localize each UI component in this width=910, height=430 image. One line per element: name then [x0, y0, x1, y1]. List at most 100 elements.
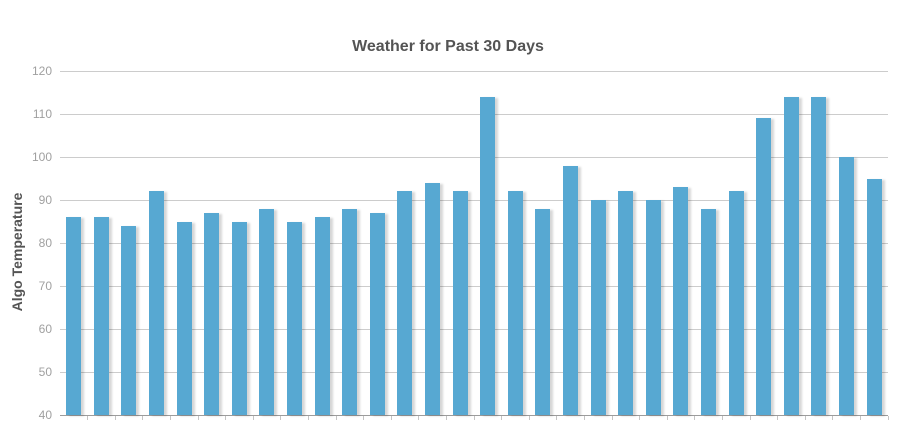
x-tick: [445, 416, 447, 420]
bar-cell: [281, 71, 309, 415]
x-tick: [749, 416, 751, 420]
bar: [204, 212, 220, 415]
bar: [452, 191, 468, 415]
gridline: [60, 114, 888, 115]
gridline: [60, 329, 888, 330]
bar-cell: [612, 71, 640, 415]
bar-cell: [805, 71, 833, 415]
bar: [811, 96, 827, 415]
x-tick: [114, 416, 116, 420]
x-tick: [777, 416, 779, 420]
x-tick: [197, 416, 199, 420]
bar: [231, 221, 247, 415]
bar-cell: [557, 71, 585, 415]
bar: [618, 191, 634, 415]
bar-cell: [115, 71, 143, 415]
bar-cell: [750, 71, 778, 415]
bars-container: [60, 71, 888, 415]
bar: [149, 191, 165, 415]
bar-cell: [584, 71, 612, 415]
bar: [259, 208, 275, 415]
x-tick: [501, 416, 503, 420]
bar-cell: [529, 71, 557, 415]
bar: [66, 217, 82, 415]
bar-cell: [419, 71, 447, 415]
gridline: [60, 243, 888, 244]
x-tick: [390, 416, 392, 420]
y-tick-label: 60: [38, 322, 52, 336]
gridline: [60, 200, 888, 201]
x-tick: [418, 416, 420, 420]
x-tick: [225, 416, 227, 420]
bar-cell: [722, 71, 750, 415]
bar: [121, 225, 137, 415]
x-tick: [583, 416, 585, 420]
x-tick: [142, 416, 144, 420]
y-tick-label: 50: [38, 365, 52, 379]
bar: [425, 182, 441, 415]
x-tick: [87, 416, 89, 420]
y-tick-label: 70: [38, 279, 52, 293]
bar-cell: [474, 71, 502, 415]
bar: [397, 191, 413, 415]
bar-cell: [308, 71, 336, 415]
x-tick: [252, 416, 254, 420]
y-tick-label: 90: [38, 193, 52, 207]
bar: [369, 212, 385, 415]
bar: [838, 157, 854, 415]
x-tick: [169, 416, 171, 420]
y-tick-label: 40: [38, 408, 52, 422]
bar: [562, 165, 578, 415]
y-tick-label: 110: [32, 107, 52, 121]
bar-cell: [60, 71, 88, 415]
bar: [866, 178, 882, 415]
bar-cell: [391, 71, 419, 415]
bar-cell: [364, 71, 392, 415]
gridline: [60, 71, 888, 72]
gridline: [60, 372, 888, 373]
bar-cell: [88, 71, 116, 415]
bar-cell: [198, 71, 226, 415]
x-tick: [556, 416, 558, 420]
bar-cell: [639, 71, 667, 415]
bar-cell: [667, 71, 695, 415]
bar: [700, 208, 716, 415]
bar: [314, 217, 330, 415]
bar-cell: [143, 71, 171, 415]
bar: [673, 187, 689, 415]
x-tick: [639, 416, 641, 420]
bar: [535, 208, 551, 415]
x-tick: [611, 416, 613, 420]
gridline: [60, 286, 888, 287]
bar: [342, 208, 358, 415]
bar-cell: [336, 71, 364, 415]
x-tick: [804, 416, 806, 420]
x-tick: [528, 416, 530, 420]
bar: [590, 200, 606, 415]
x-tick: [473, 416, 475, 420]
gridline: [60, 157, 888, 158]
chart-title: Weather for Past 30 Days: [352, 38, 544, 55]
bar: [176, 221, 192, 415]
bar-cell: [695, 71, 723, 415]
x-tick: [307, 416, 309, 420]
y-axis-tick-labels: 40 50 60 70 80 90 100 110 120: [0, 0, 52, 430]
y-tick-label: 100: [31, 150, 52, 164]
bar-cell: [860, 71, 888, 415]
bar: [287, 221, 303, 415]
x-tick: [363, 416, 365, 420]
bar: [728, 191, 744, 415]
bar: [480, 96, 496, 415]
bar-cell: [502, 71, 530, 415]
bar-cell: [777, 71, 805, 415]
bar: [756, 118, 772, 415]
bar-cell: [833, 71, 861, 415]
bar: [93, 217, 109, 415]
bar: [645, 200, 661, 415]
y-tick-label: 120: [31, 64, 52, 78]
bar: [507, 191, 523, 415]
bar-cell: [226, 71, 254, 415]
bar-cell: [170, 71, 198, 415]
x-tick: [694, 416, 696, 420]
